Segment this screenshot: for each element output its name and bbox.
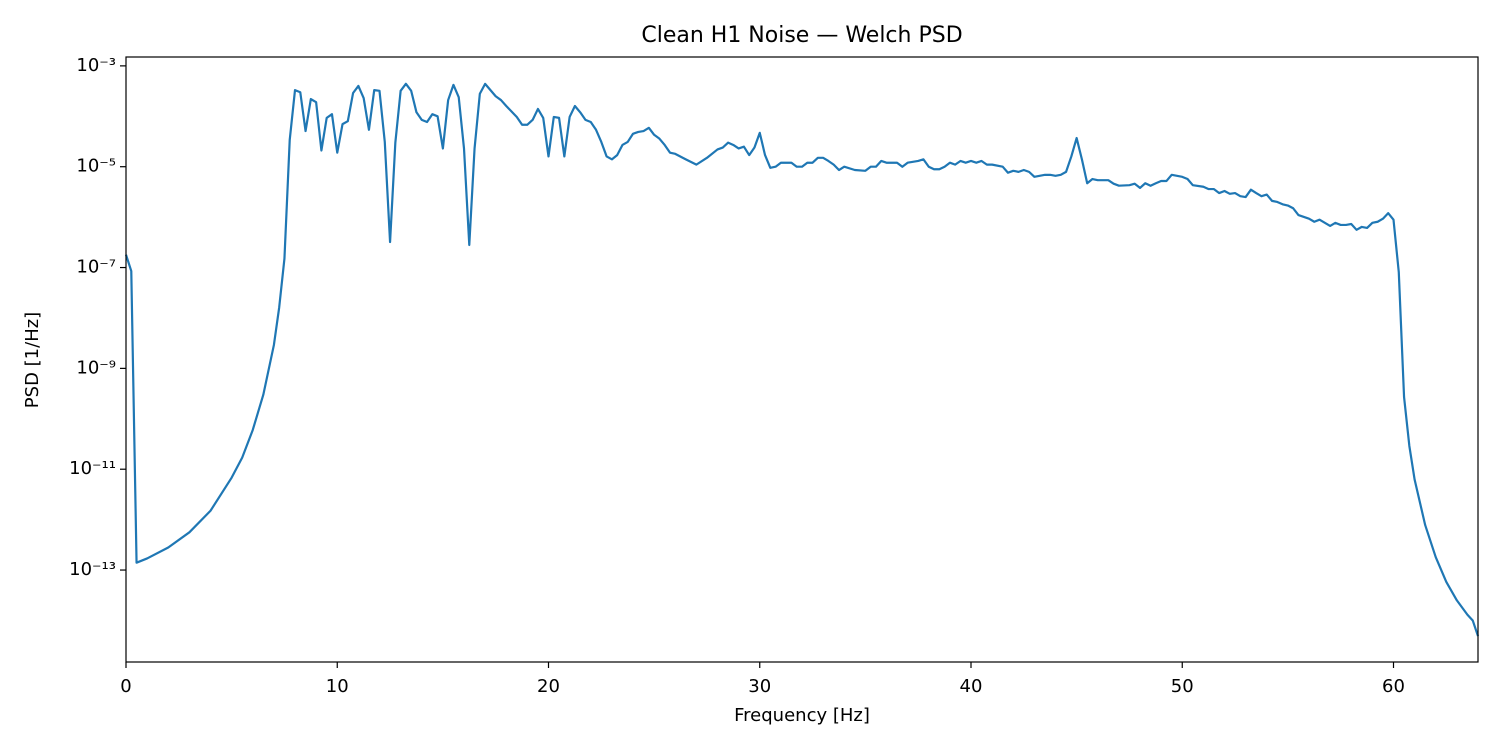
y-tick-label: 10⁻³ [76, 55, 116, 76]
y-tick-label: 10⁻¹³ [69, 559, 116, 580]
axes-frame [125, 56, 1479, 663]
y-tick-label: 10⁻⁵ [76, 156, 116, 177]
y-axis-label: PSD [1/Hz] [22, 312, 43, 408]
x-tick-label: 0 [120, 676, 131, 697]
x-tick-label: 40 [960, 676, 983, 697]
x-axis-label: Frequency [Hz] [734, 705, 870, 726]
y-tick-label: 10⁻⁹ [76, 357, 116, 378]
x-tick-label: 20 [537, 676, 560, 697]
x-tick-label: 60 [1382, 676, 1405, 697]
chart-title: Clean H1 Noise — Welch PSD [641, 23, 962, 48]
x-tick-label: 50 [1171, 676, 1194, 697]
y-tick-label: 10⁻⁷ [76, 257, 116, 278]
psd-line [124, 82, 1480, 637]
y-tick-label: 10⁻¹¹ [69, 458, 116, 479]
x-tick-label: 10 [326, 676, 349, 697]
plot-area [124, 82, 1480, 637]
x-tick-label: 30 [748, 676, 771, 697]
